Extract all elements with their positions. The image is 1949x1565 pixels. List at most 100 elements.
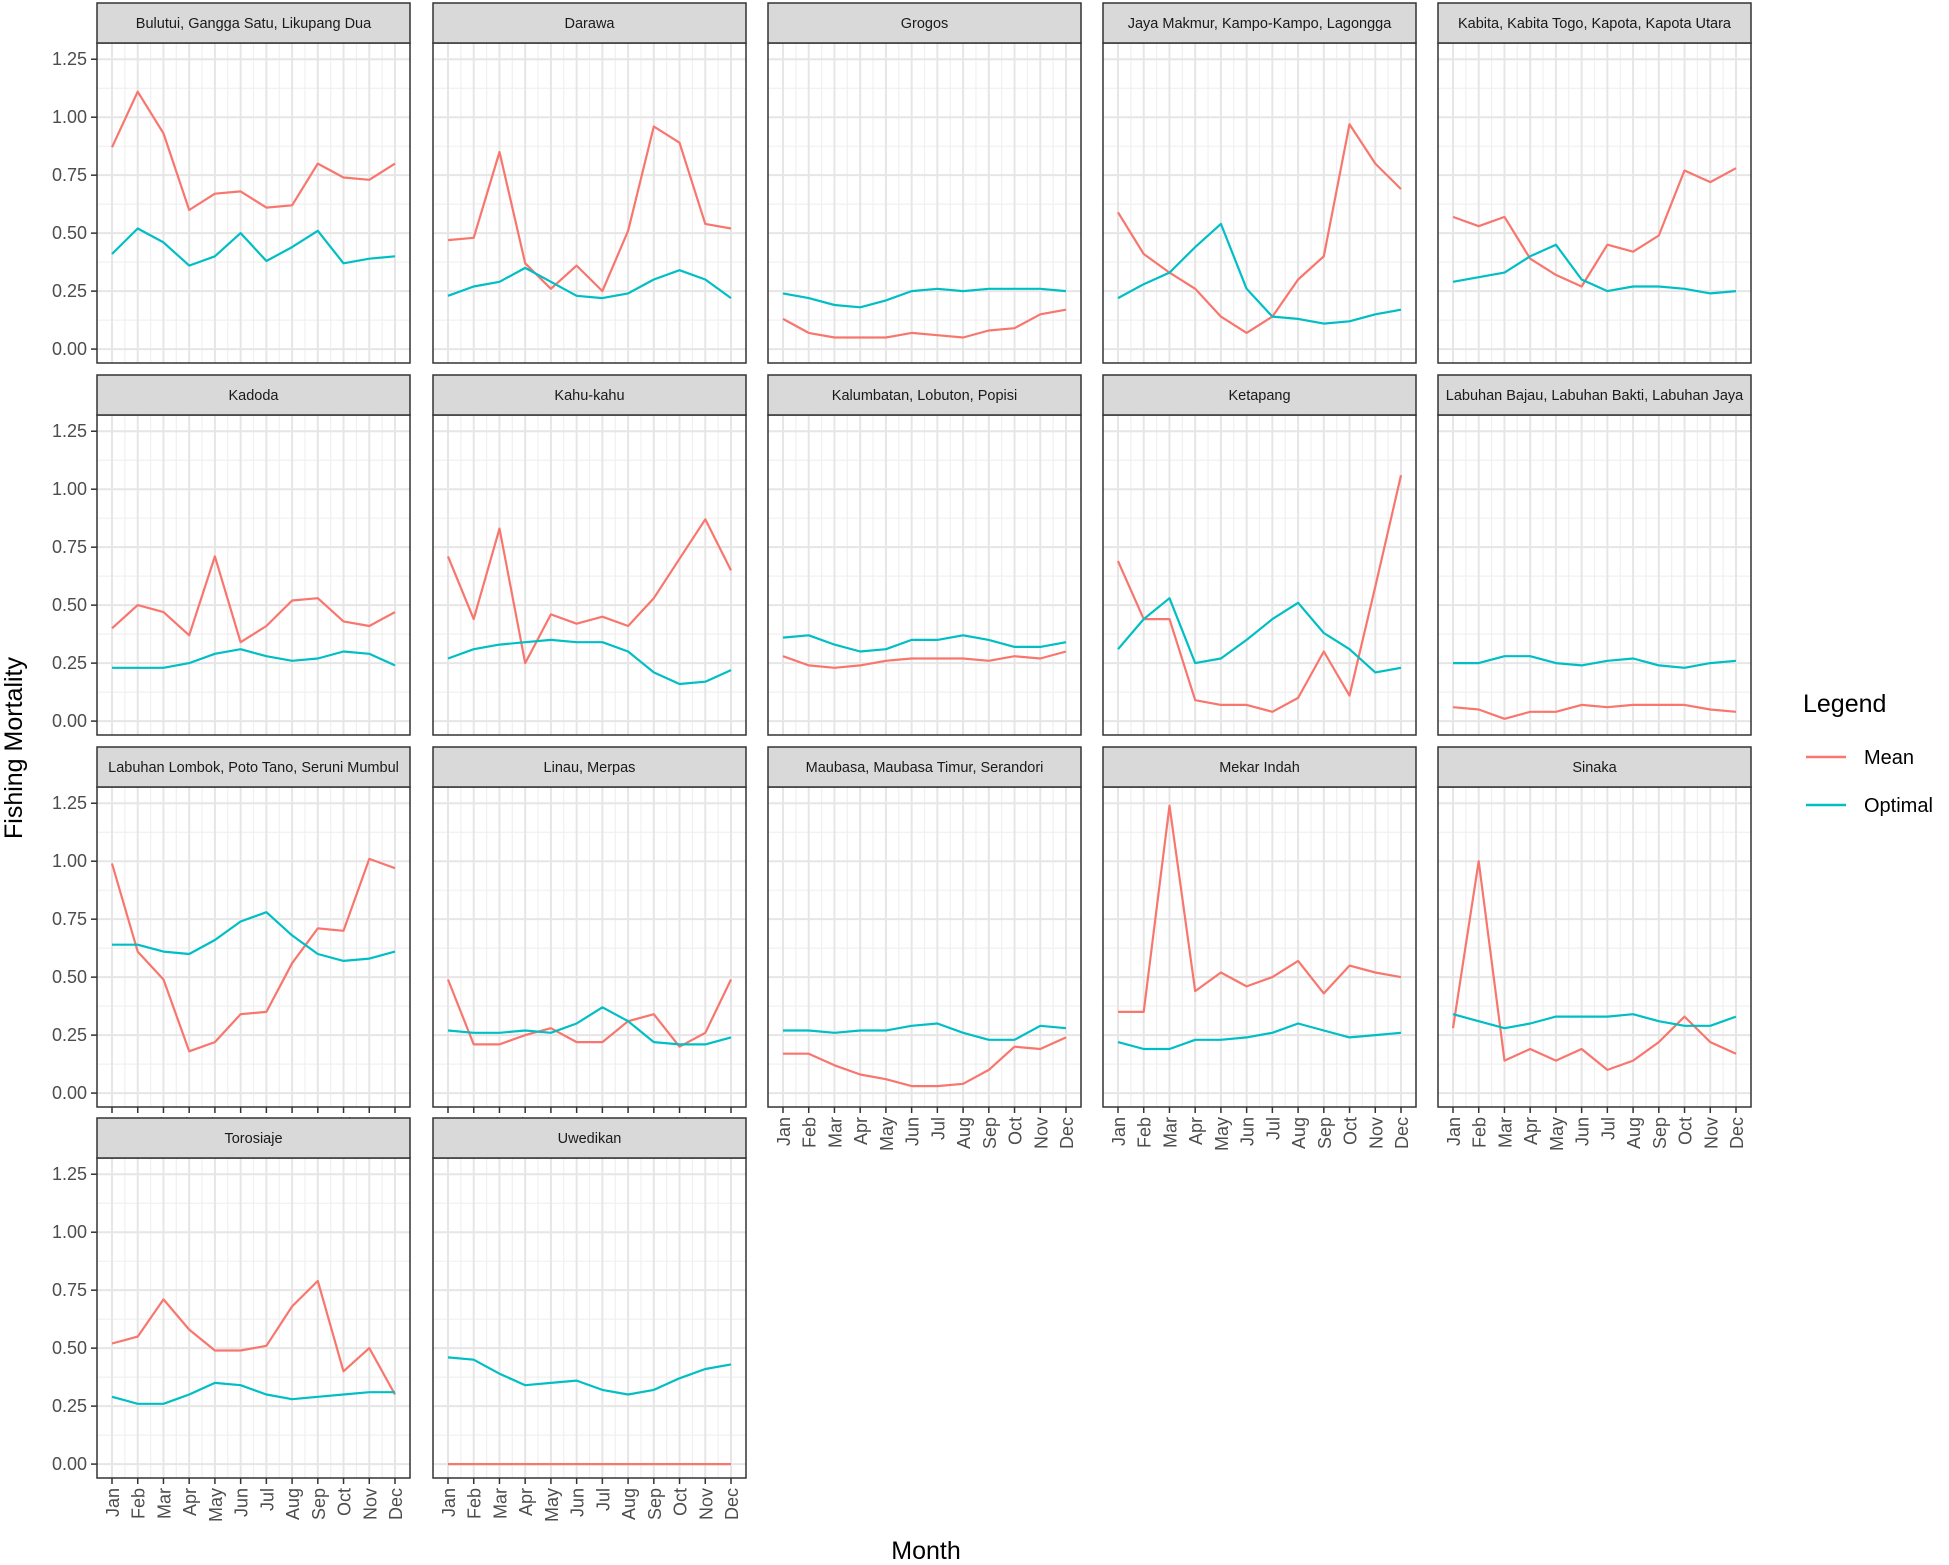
- x-tick-label: Apr: [180, 1488, 200, 1516]
- series-line-mean: [1117, 123, 1402, 334]
- legend-item: Mean: [1806, 747, 1914, 769]
- facet-strip: [96, 2, 411, 44]
- facet-strip: [1102, 2, 1417, 44]
- facet-title: Kabita, Kabita Togo, Kapota, Kapota Utar…: [1458, 16, 1732, 32]
- y-tick-label: 0.50: [52, 223, 87, 243]
- y-tick-label: 0.00: [52, 711, 87, 731]
- x-tick-label: Aug: [283, 1488, 303, 1520]
- x-tick-label: Mar: [490, 1488, 510, 1519]
- facet-strip: [767, 374, 1082, 416]
- x-tick-label: Mar: [1160, 1117, 1180, 1148]
- x-tick-label: Apr: [1521, 1117, 1541, 1145]
- y-tick-label: 0.50: [52, 1338, 87, 1358]
- x-tick-label: Nov: [1701, 1117, 1721, 1149]
- facet-title: Kahu-kahu: [554, 388, 624, 404]
- series-line-mean: [446, 518, 732, 665]
- facet-strip: [1437, 746, 1752, 788]
- y-tick-label: 0.25: [52, 1025, 87, 1045]
- x-tick-label: Jun: [1238, 1117, 1258, 1146]
- legend-title: Legend: [1803, 690, 1886, 718]
- series-line-mean: [1116, 475, 1403, 713]
- x-tick-label: Oct: [1676, 1117, 1696, 1145]
- legend: Legend Mean Optimal: [1803, 690, 1933, 817]
- x-axis-title: Month: [891, 1537, 960, 1565]
- series-line-optimal: [1453, 655, 1737, 669]
- x-tick-label: Aug: [619, 1488, 639, 1520]
- facet-panel: Ketapang: [1102, 374, 1417, 736]
- y-tick-label: 0.00: [52, 1454, 87, 1474]
- facet-title: Grogos: [901, 16, 949, 32]
- series-line-optimal: [447, 638, 732, 686]
- facet-strip: [96, 1117, 411, 1159]
- x-tick-label: Jul: [593, 1488, 613, 1511]
- facet-strip: [432, 2, 747, 44]
- series-line-optimal: [112, 911, 396, 963]
- y-axis-title: Fishing Mortality: [0, 657, 28, 839]
- series-line-mean: [782, 308, 1067, 339]
- x-tick-label: Aug: [1289, 1117, 1309, 1149]
- legend-label: Optimal: [1864, 795, 1933, 817]
- x-tick-label: May: [1212, 1117, 1232, 1151]
- x-tick-label: Feb: [1470, 1117, 1490, 1148]
- y-tick-label: 1.00: [52, 479, 87, 499]
- series-line-mean: [783, 1036, 1067, 1088]
- x-tick-label: Jul: [928, 1117, 948, 1140]
- series-line-mean: [111, 90, 396, 212]
- y-tick-label: 0.75: [52, 909, 87, 929]
- x-tick-label: Nov: [1366, 1117, 1386, 1149]
- series-line-mean: [110, 857, 396, 1053]
- facet-strip: [1102, 374, 1417, 416]
- x-tick-label: Jul: [1263, 1117, 1283, 1140]
- facet-panel: Grogos: [767, 2, 1082, 364]
- facet-panel: Sinaka Jan Feb Mar Apr May Jun Jul Aug Sep Oct Nov D…: [1437, 746, 1752, 1151]
- x-tick-label: May: [1547, 1117, 1567, 1151]
- facet-title: Labuhan Bajau, Labuhan Bakti, Labuhan Ja…: [1446, 388, 1744, 404]
- x-tick-label: Oct: [1341, 1117, 1361, 1145]
- x-tick-label: Mar: [154, 1488, 174, 1519]
- x-tick-label: Jan: [1109, 1117, 1129, 1146]
- facet-panel: Kabita, Kabita Togo, Kapota, Kapota Utar…: [1437, 2, 1752, 364]
- y-tick-label: 0.50: [52, 595, 87, 615]
- facet-strip: [96, 374, 411, 416]
- facet-title: Jaya Makmur, Kampo-Kampo, Lagongga: [1128, 16, 1392, 32]
- series-line-optimal: [1452, 1013, 1737, 1030]
- facet-title: Uwedikan: [558, 1131, 622, 1147]
- x-tick-label: Jun: [232, 1488, 252, 1517]
- x-tick-label: Jan: [439, 1488, 459, 1517]
- x-tick-label: Sep: [980, 1117, 1000, 1149]
- x-tick-label: Sep: [645, 1488, 665, 1520]
- x-tick-label: Mar: [1495, 1117, 1515, 1148]
- facet-title: Ketapang: [1228, 388, 1290, 404]
- y-tick-label: 1.00: [52, 1222, 87, 1242]
- x-tick-label: Apr: [516, 1488, 536, 1516]
- y-tick-label: 1.25: [52, 1164, 87, 1184]
- series-line-mean: [111, 555, 396, 644]
- x-tick-label: Feb: [465, 1488, 485, 1519]
- series-line-mean: [1452, 703, 1737, 720]
- facet-panel: Linau, MerpasJanFebMarAprMayJunJulAugSep…: [432, 746, 747, 1151]
- x-tick-label: Nov: [696, 1488, 716, 1520]
- facet-panel: Kalumbatan, Lobuton, Popisi: [767, 374, 1082, 736]
- series-line-mean: [1452, 167, 1737, 288]
- facet-title: Bulutui, Gangga Satu, Likupang Dua: [136, 16, 372, 32]
- series-line-optimal: [111, 1381, 395, 1405]
- facet-panel: Bulutui, Gangga Satu, Likupang Dua 0.00 0.…: [52, 2, 411, 364]
- x-tick-label: May: [206, 1488, 226, 1522]
- legend-item: Optimal: [1806, 795, 1933, 817]
- x-tick-label: May: [877, 1117, 897, 1151]
- facet-panel: Darawa: [432, 2, 747, 364]
- y-tick-label: 1.25: [52, 793, 87, 813]
- facet-title: Kadoda: [229, 388, 280, 404]
- facet-panel: Uwedikan Jan Feb Mar Apr May Jun Jul Aug Sep Oct No…: [432, 1117, 747, 1522]
- series-line-mean: [447, 125, 732, 293]
- x-tick-label: Feb: [129, 1488, 149, 1519]
- facet-title: Sinaka: [1572, 760, 1617, 776]
- y-tick-label: 1.25: [52, 421, 87, 441]
- x-tick-label: Dec: [1727, 1117, 1747, 1149]
- y-tick-label: 0.50: [52, 967, 87, 987]
- x-tick-label: Jun: [903, 1117, 923, 1146]
- facet-title: Kalumbatan, Lobuton, Popisi: [832, 388, 1017, 404]
- facet-title: Maubasa, Maubasa Timur, Serandori: [806, 760, 1044, 776]
